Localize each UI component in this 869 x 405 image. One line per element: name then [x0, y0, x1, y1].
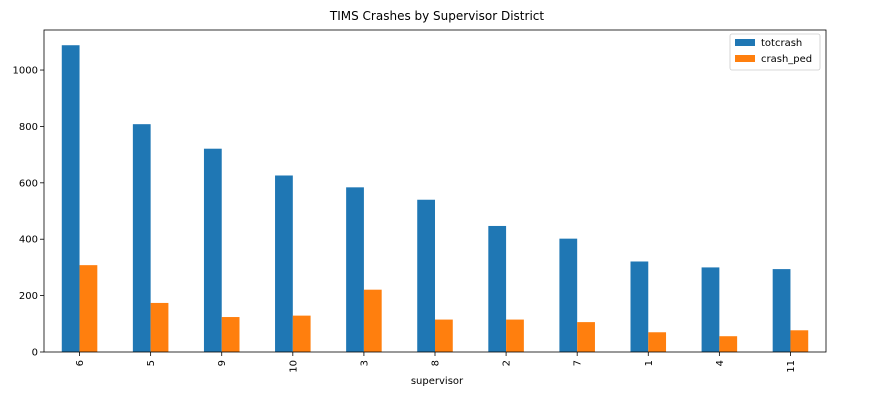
x-tick-label: 4: [715, 360, 726, 366]
y-tick-label: 1000: [13, 66, 38, 77]
bar-crash_ped-5: [150, 302, 169, 352]
bar-totcrash-4: [701, 267, 720, 352]
x-tick-label: 11: [786, 360, 797, 373]
x-tick-label: 10: [288, 360, 299, 373]
y-tick-label: 0: [32, 348, 38, 359]
x-tick-label: 7: [573, 360, 584, 366]
plot-area: 0 200 400 600 800 1000 6 5 9 10 3 8 2 7 1 4 11: [13, 29, 827, 373]
x-tick-label: 2: [502, 360, 513, 366]
bar-crash_ped-4: [719, 336, 738, 352]
bar-totcrash-11: [772, 269, 791, 352]
bar-totcrash-9: [203, 148, 222, 352]
bar-crash_ped-11: [790, 330, 809, 352]
bar-crash_ped-2: [506, 319, 524, 352]
x-tick-label: 6: [75, 360, 86, 366]
x-tick-label: 5: [146, 360, 157, 366]
legend-swatch-crash_ped: [735, 55, 755, 62]
bar-crash_ped-6: [79, 265, 98, 352]
bar-totcrash-5: [132, 124, 151, 352]
legend-label-totcrash: totcrash: [761, 38, 802, 49]
legend-label-crash_ped: crash_ped: [761, 54, 812, 65]
chart-title: TIMS Crashes by Supervisor District: [329, 9, 544, 23]
y-tick-label: 200: [19, 291, 38, 302]
bar-totcrash-10: [275, 175, 293, 352]
x-axis-label: supervisor: [411, 376, 464, 387]
x-tick-label: 1: [644, 360, 655, 366]
bar-crash_ped-10: [292, 315, 311, 352]
bar-crash_ped-3: [363, 289, 382, 352]
y-tick-label: 400: [19, 235, 38, 246]
x-tick-label: 9: [217, 360, 228, 366]
bar-totcrash-7: [559, 238, 578, 352]
bar-crash_ped-7: [577, 322, 595, 352]
legend: totcrash crash_ped: [729, 33, 821, 71]
bar-totcrash-3: [346, 187, 364, 352]
bar-crash_ped-8: [435, 319, 453, 352]
bar-totcrash-2: [488, 225, 507, 352]
bar-totcrash-6: [61, 45, 80, 352]
x-tick-label: 3: [359, 360, 370, 366]
bar-crash_ped-1: [648, 332, 667, 352]
bar-totcrash-8: [417, 199, 435, 352]
y-tick-label: 800: [19, 122, 38, 133]
bar-crash_ped-9: [221, 317, 240, 352]
x-tick-label: 8: [431, 360, 442, 366]
legend-swatch-totcrash: [735, 39, 755, 46]
y-tick-label: 600: [19, 178, 38, 189]
bar-totcrash-1: [630, 261, 649, 352]
